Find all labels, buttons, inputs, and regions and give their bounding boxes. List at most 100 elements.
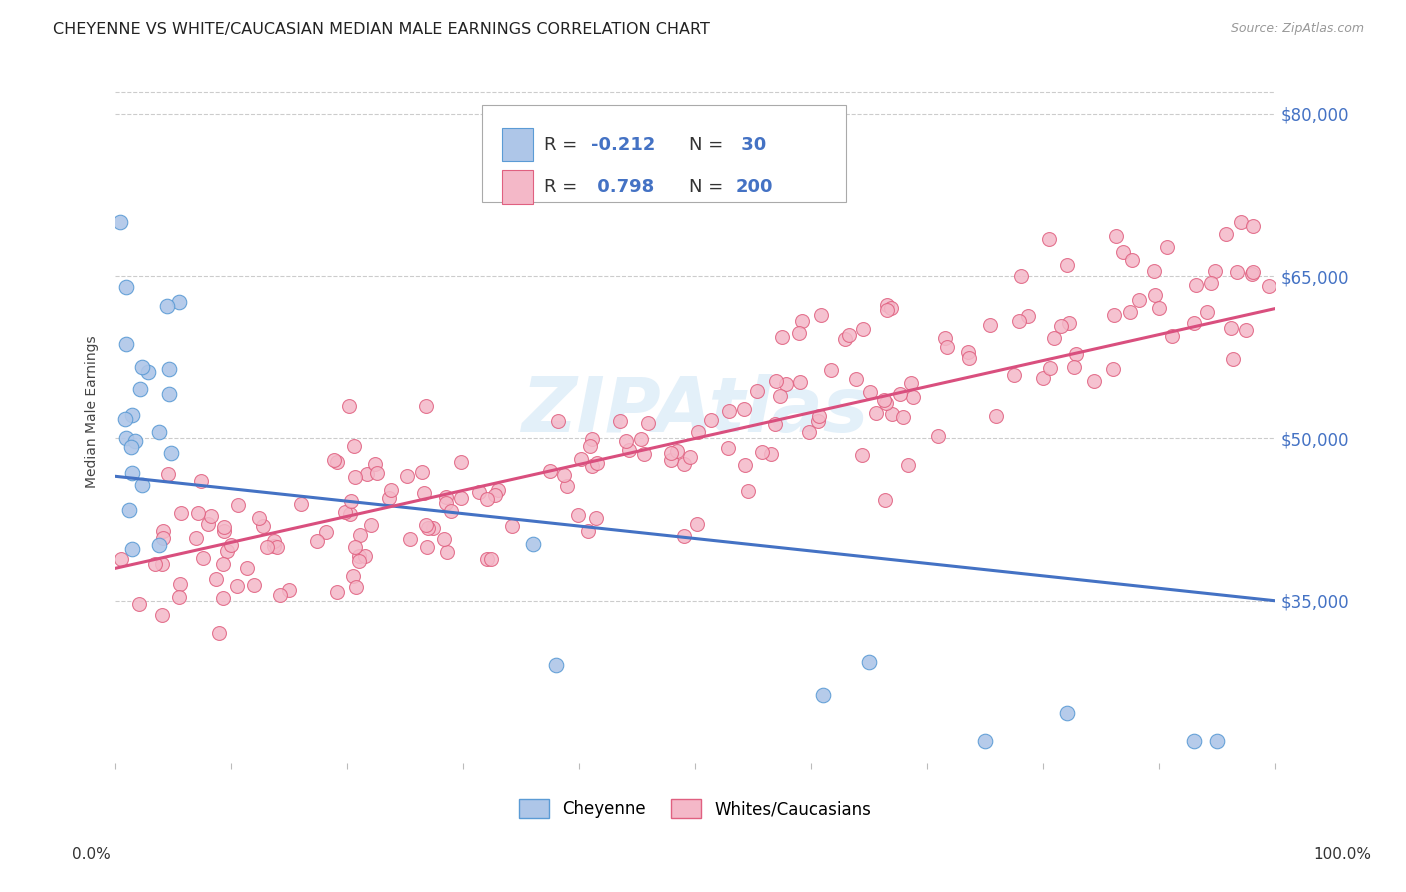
Point bbox=[484, 488, 506, 502]
Point bbox=[845, 371, 868, 385]
Point bbox=[569, 452, 592, 467]
Point bbox=[763, 417, 786, 431]
Point bbox=[131, 477, 153, 491]
Point bbox=[114, 279, 136, 293]
Point bbox=[247, 511, 270, 525]
Point bbox=[553, 467, 575, 482]
Point bbox=[212, 591, 235, 605]
Point bbox=[718, 403, 741, 417]
Point bbox=[672, 529, 695, 543]
Point bbox=[380, 483, 402, 498]
Text: 0.0%: 0.0% bbox=[72, 847, 111, 862]
Point bbox=[789, 375, 811, 389]
Point bbox=[557, 479, 579, 493]
Point bbox=[479, 552, 502, 566]
Point bbox=[110, 552, 132, 566]
Point bbox=[1063, 360, 1085, 375]
Point bbox=[326, 455, 349, 469]
Point bbox=[148, 425, 170, 439]
Point bbox=[1206, 734, 1229, 748]
Point bbox=[416, 540, 439, 554]
Point bbox=[115, 431, 138, 445]
Point bbox=[1102, 308, 1125, 322]
Point bbox=[811, 688, 834, 702]
Point bbox=[1222, 351, 1244, 366]
Point bbox=[1182, 734, 1205, 748]
Point bbox=[468, 485, 491, 500]
Point bbox=[858, 655, 880, 669]
Point bbox=[717, 442, 740, 456]
Point bbox=[121, 408, 143, 422]
Point bbox=[335, 505, 357, 519]
Legend: Cheyenne, Whites/Caucasians: Cheyenne, Whites/Caucasians bbox=[513, 793, 879, 825]
Point bbox=[581, 432, 603, 446]
Point bbox=[747, 384, 769, 398]
Point bbox=[156, 299, 179, 313]
Point bbox=[117, 503, 139, 517]
Point bbox=[339, 508, 361, 522]
Point bbox=[1038, 232, 1060, 246]
Point bbox=[120, 440, 142, 454]
Point bbox=[875, 395, 897, 409]
Point bbox=[128, 597, 150, 611]
Point bbox=[891, 410, 914, 425]
Point bbox=[934, 331, 956, 345]
Point bbox=[418, 521, 440, 535]
Point bbox=[415, 517, 437, 532]
Point bbox=[191, 551, 214, 566]
Point bbox=[364, 457, 387, 471]
Point bbox=[547, 414, 569, 428]
Point bbox=[974, 734, 997, 748]
Point bbox=[876, 298, 898, 312]
Point bbox=[765, 374, 787, 388]
Point bbox=[630, 432, 652, 446]
Point bbox=[1197, 305, 1219, 319]
Point bbox=[143, 557, 166, 571]
Point bbox=[790, 314, 813, 328]
Point bbox=[586, 457, 609, 471]
Point bbox=[1043, 331, 1066, 345]
Point bbox=[354, 549, 377, 563]
Point bbox=[1160, 329, 1182, 343]
Point bbox=[1056, 706, 1078, 720]
Point bbox=[1002, 368, 1025, 382]
Point bbox=[207, 626, 229, 640]
Point bbox=[366, 467, 388, 481]
Point bbox=[889, 386, 911, 401]
Point bbox=[1204, 264, 1226, 278]
Point bbox=[1017, 309, 1039, 323]
Point bbox=[576, 524, 599, 538]
Point bbox=[1241, 267, 1264, 281]
Text: -0.212: -0.212 bbox=[591, 136, 655, 153]
Text: CHEYENNE VS WHITE/CAUCASIAN MEDIAN MALE EARNINGS CORRELATION CHART: CHEYENNE VS WHITE/CAUCASIAN MEDIAN MALE … bbox=[53, 22, 710, 37]
Point bbox=[1083, 374, 1105, 388]
Point bbox=[1059, 316, 1081, 330]
Point bbox=[797, 425, 820, 440]
Point bbox=[851, 448, 873, 462]
Point bbox=[219, 538, 242, 552]
Point bbox=[1156, 240, 1178, 254]
Text: R =: R = bbox=[544, 178, 583, 195]
Point bbox=[434, 490, 457, 504]
Point bbox=[263, 539, 285, 553]
Text: 0.798: 0.798 bbox=[591, 178, 654, 195]
Point bbox=[315, 525, 337, 540]
Text: N =: N = bbox=[689, 136, 728, 153]
Point bbox=[436, 545, 458, 559]
Point bbox=[1185, 277, 1208, 292]
Text: Source: ZipAtlas.com: Source: ZipAtlas.com bbox=[1230, 22, 1364, 36]
Point bbox=[349, 528, 371, 542]
Point bbox=[121, 542, 143, 557]
Point bbox=[1121, 252, 1143, 267]
Point bbox=[900, 376, 922, 391]
Point bbox=[1215, 227, 1237, 241]
Point bbox=[1104, 228, 1126, 243]
Point bbox=[1064, 347, 1087, 361]
Point bbox=[398, 532, 420, 546]
Point bbox=[187, 506, 209, 520]
Point bbox=[343, 440, 366, 454]
Point bbox=[1008, 314, 1031, 328]
Point bbox=[686, 516, 709, 531]
Point bbox=[131, 359, 153, 374]
Point bbox=[169, 591, 191, 605]
